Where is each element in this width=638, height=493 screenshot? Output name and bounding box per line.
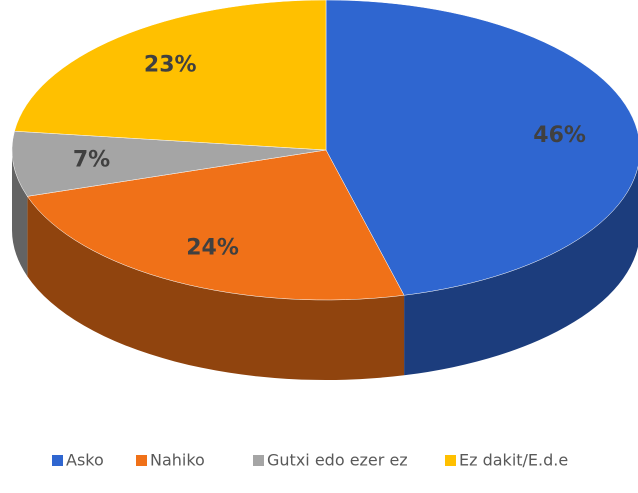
legend-swatch (253, 455, 264, 466)
legend-swatch (445, 455, 456, 466)
slice-side (12, 150, 28, 277)
slice-side (404, 166, 638, 376)
slice-side (27, 196, 405, 380)
legend-label: Gutxi edo ezer ez (267, 451, 408, 470)
legend-label: Ez dakit/E.d.e (459, 451, 568, 470)
slice (14, 0, 327, 151)
legend-label: Asko (66, 451, 104, 470)
legend-swatch (52, 455, 63, 466)
legend-swatch (136, 455, 147, 466)
legend-label: Nahiko (150, 451, 205, 470)
data-label: 46% (533, 123, 586, 148)
data-label: 7% (73, 148, 110, 173)
slice (26, 149, 405, 301)
slice (11, 130, 327, 197)
data-label: 23% (144, 53, 197, 78)
data-label: 24% (186, 236, 239, 261)
